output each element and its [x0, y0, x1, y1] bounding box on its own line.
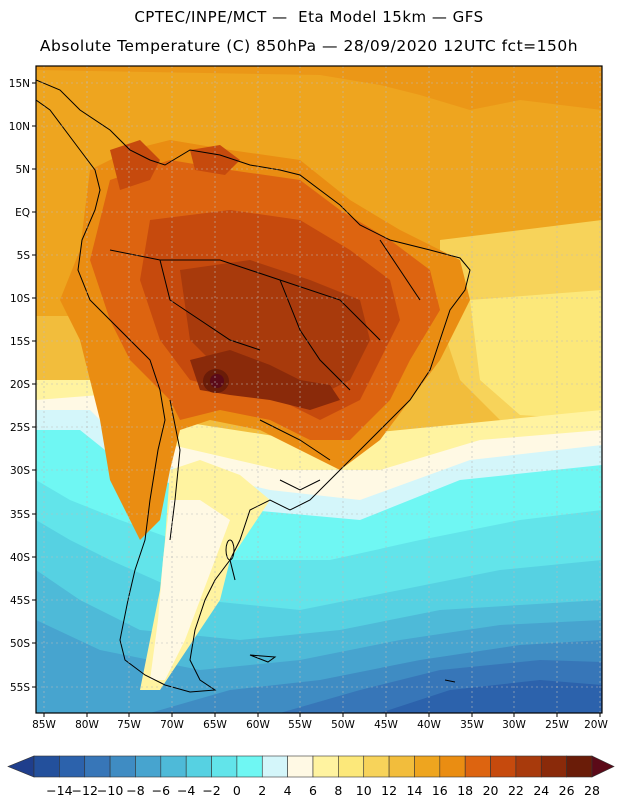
colorbar-label: 24 — [533, 783, 549, 798]
colorbar-segment — [464, 755, 491, 778]
colorbar-label: 8 — [334, 783, 342, 798]
colorbar-label: 18 — [457, 783, 473, 798]
colorbar-label: −2 — [202, 783, 220, 798]
lat-label: 45S — [10, 595, 30, 607]
colorbar-segment — [236, 755, 263, 778]
colorbar-segment — [211, 755, 238, 778]
lon-label: 75W — [117, 719, 141, 731]
chart-title-line2: Absolute Temperature (C) 850hPa — 28/09/… — [39, 37, 579, 55]
colorbar-label: 6 — [309, 783, 317, 798]
colorbar-segment — [33, 755, 60, 778]
colorbar-segment — [160, 755, 187, 778]
colorbar-segment — [59, 755, 86, 778]
colorbar: −14−12−10 −8 −6 −4 −2 0 2 4 6 8 10 12 14 16 18 20 22 24 26… — [7, 755, 615, 798]
colorbar-segment — [338, 755, 365, 778]
colorbar-label: 16 — [432, 783, 448, 798]
colorbar-segment — [439, 755, 466, 778]
colorbar-label: 20 — [483, 783, 499, 798]
colorbar-segment — [135, 755, 162, 778]
lat-label: 10S — [10, 293, 30, 305]
colorbar-label: 22 — [508, 783, 524, 798]
colorbar-arrow-high — [591, 755, 615, 778]
latitude-labels: 15N 10N 5N EQ 5S 10S 15S 20S 25S 30S 35S… — [9, 78, 31, 694]
coastlines — [36, 79, 471, 693]
lon-label: 50W — [331, 719, 355, 731]
lon-label: 20W — [584, 719, 608, 731]
lat-label: 5N — [15, 164, 30, 176]
lat-label: 10N — [9, 121, 30, 133]
lat-label: 15N — [9, 78, 30, 90]
lon-label: 55W — [288, 719, 312, 731]
colorbar-label: 12 — [381, 783, 397, 798]
colorbar-segment — [490, 755, 517, 778]
colorbar-segment — [109, 755, 136, 778]
lon-label: 25W — [545, 719, 569, 731]
lat-label: 20S — [10, 379, 30, 391]
lon-label: 85W — [32, 719, 56, 731]
colorbar-label: 26 — [559, 783, 575, 798]
lat-label: 50S — [10, 638, 30, 650]
chart-title-line1: CPTEC/INPE/MCT — Eta Model 15km — GFS — [134, 8, 484, 26]
colorbar-segment — [566, 755, 593, 778]
longitude-labels: 85W 80W 75W 70W 65W 60W 55W 50W 45W 40W … — [32, 719, 608, 731]
lon-label: 35W — [460, 719, 484, 731]
colorbar-segment — [414, 755, 441, 778]
lat-label: 30S — [10, 465, 30, 477]
lon-label: 70W — [160, 719, 184, 731]
colorbar-segment — [287, 755, 314, 778]
colorbar-label: −6 — [152, 783, 170, 798]
colorbar-segment — [185, 755, 212, 778]
lon-label: 60W — [246, 719, 270, 731]
lat-label: 5S — [17, 250, 31, 262]
colorbar-label: 10 — [356, 783, 372, 798]
temperature-field — [36, 66, 602, 713]
colorbar-segment — [312, 755, 339, 778]
lon-label: 30W — [502, 719, 526, 731]
colorbar-label: −14 — [46, 783, 72, 798]
colorbar-label: 14 — [407, 783, 423, 798]
lat-lon-grid — [36, 66, 602, 713]
colorbar-segment — [515, 755, 542, 778]
colorbar-label: 0 — [233, 783, 241, 798]
colorbar-segment — [261, 755, 288, 778]
colorbar-label: −10 — [97, 783, 123, 798]
colorbar-segment — [540, 755, 567, 778]
lon-label: 80W — [75, 719, 99, 731]
lat-label: EQ — [15, 207, 30, 219]
lon-label: 65W — [203, 719, 227, 731]
colorbar-label: −12 — [72, 783, 98, 798]
lon-label: 40W — [417, 719, 441, 731]
colorbar-label: −4 — [177, 783, 195, 798]
colorbar-label: 4 — [284, 783, 292, 798]
map-frame — [35, 65, 603, 714]
lat-label: 25S — [10, 422, 30, 434]
colorbar-segment — [84, 755, 111, 778]
lat-label: 55S — [10, 682, 30, 694]
colorbar-label: −8 — [126, 783, 144, 798]
colorbar-label: 2 — [258, 783, 266, 798]
colorbar-segment — [363, 755, 390, 778]
colorbar-label: 28 — [584, 783, 600, 798]
colorbar-segment — [388, 755, 415, 778]
axis-ticks — [32, 82, 601, 717]
lon-label: 45W — [374, 719, 398, 731]
lat-label: 40S — [10, 552, 30, 564]
lat-label: 35S — [10, 509, 30, 521]
colorbar-arrow-low — [7, 755, 35, 778]
lat-label: 15S — [10, 336, 30, 348]
